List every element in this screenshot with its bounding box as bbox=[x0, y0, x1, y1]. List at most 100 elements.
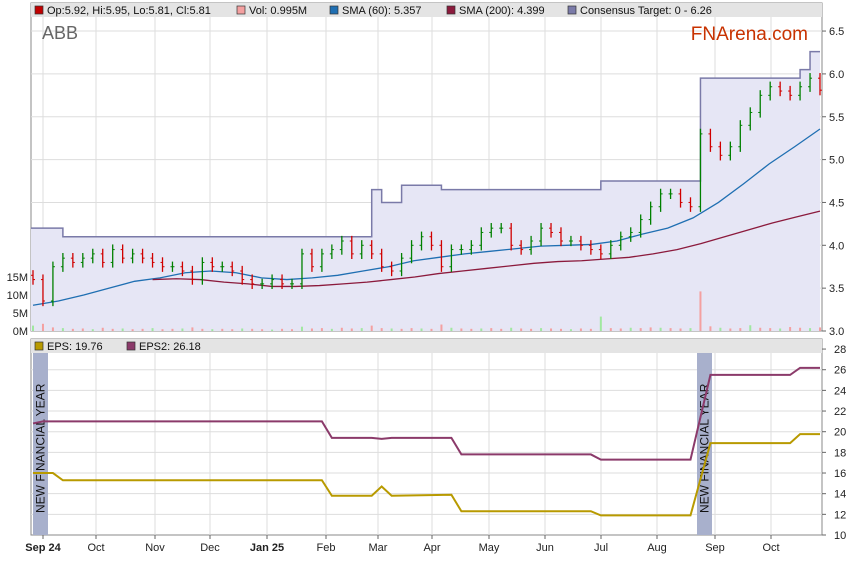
ohlc-bar bbox=[240, 265, 245, 285]
volume-bar bbox=[540, 328, 543, 331]
eps-axis-label: 18 bbox=[834, 447, 846, 459]
ohlc-bar bbox=[578, 235, 583, 251]
volume-bar bbox=[809, 328, 812, 331]
ohlc-bar bbox=[31, 270, 35, 285]
volume-bar bbox=[370, 325, 373, 331]
volume-axis-label: 10M bbox=[7, 290, 28, 302]
eps-axis-label: 28 bbox=[834, 344, 846, 356]
volume-bar bbox=[550, 328, 553, 331]
volume-bar bbox=[619, 328, 622, 331]
ohlc-bar bbox=[190, 265, 195, 285]
legend-swatch-eps2 bbox=[126, 341, 136, 351]
ohlc-bar bbox=[758, 90, 763, 118]
volume-bar bbox=[340, 327, 343, 331]
ohlc-bar bbox=[40, 274, 45, 307]
ohlc-bar bbox=[688, 197, 693, 212]
ohlc-bar bbox=[519, 240, 524, 255]
ohlc-bar bbox=[90, 248, 95, 264]
volume-bar bbox=[649, 327, 652, 331]
volume-bar bbox=[91, 329, 94, 331]
volume-bar bbox=[819, 327, 821, 331]
volume-bar bbox=[739, 328, 742, 331]
price-axis-label: 3.5 bbox=[829, 283, 844, 295]
legend-swatch-target bbox=[567, 5, 577, 15]
eps-axis-label: 20 bbox=[834, 427, 846, 439]
volume-bar bbox=[749, 325, 752, 331]
price-axis-label: 4.0 bbox=[829, 240, 844, 252]
volume-bar bbox=[569, 329, 572, 331]
ohlc-bar bbox=[708, 128, 713, 152]
ohlc-bar bbox=[160, 257, 165, 272]
volume-bar bbox=[32, 325, 34, 331]
volume-bar bbox=[470, 328, 473, 331]
volume-bar bbox=[779, 328, 782, 331]
x-axis-label: Dec bbox=[200, 542, 220, 554]
ohlc-bar bbox=[60, 253, 65, 272]
ohlc-bar bbox=[359, 240, 364, 260]
volume-bar bbox=[450, 327, 453, 331]
volume-bar bbox=[151, 328, 154, 331]
ohlc-bar bbox=[449, 244, 454, 272]
volume-bar bbox=[221, 328, 224, 331]
legend-swatch-eps bbox=[34, 341, 44, 351]
price-axis-label: 4.5 bbox=[829, 197, 844, 209]
volume-bar bbox=[559, 328, 562, 331]
new-financial-year-band bbox=[697, 353, 712, 535]
ohlc-bar bbox=[588, 240, 593, 255]
volume-bar bbox=[360, 328, 363, 331]
volume-bar bbox=[729, 328, 732, 331]
ohlc-bar bbox=[280, 274, 285, 290]
volume-bar bbox=[291, 329, 294, 331]
ohlc-bar bbox=[110, 244, 115, 268]
volume-bar bbox=[101, 327, 104, 331]
volume-bar bbox=[799, 327, 802, 331]
ohlc-bar bbox=[798, 81, 803, 101]
volume-bar bbox=[759, 327, 762, 331]
ohlc-bar bbox=[618, 231, 623, 251]
legend-eps2: EPS2: 26.18 bbox=[139, 341, 201, 353]
ohlc-bar bbox=[509, 223, 514, 251]
ohlc-bar bbox=[409, 240, 414, 264]
ohlc-bar bbox=[748, 107, 753, 131]
ohlc-bar bbox=[648, 201, 653, 225]
price-axis-label: 6.5 bbox=[829, 26, 844, 38]
volume-bar bbox=[589, 328, 592, 331]
volume-bar bbox=[231, 329, 234, 331]
volume-bar bbox=[131, 329, 134, 331]
x-axis-label: Oct bbox=[87, 542, 104, 554]
volume-bar bbox=[639, 328, 642, 331]
volume-bar bbox=[211, 329, 214, 331]
ohlc-bar bbox=[120, 244, 125, 264]
eps-axis-label: 24 bbox=[834, 385, 846, 397]
ohlc-bar bbox=[200, 257, 205, 285]
volume-bar bbox=[171, 328, 174, 331]
ohlc-bar bbox=[788, 85, 793, 101]
ohlc-bar bbox=[399, 253, 404, 277]
ohlc-bar bbox=[210, 257, 215, 272]
ohlc-bar bbox=[429, 231, 434, 251]
volume-bar bbox=[709, 326, 712, 331]
volume-bar bbox=[81, 328, 84, 331]
volume-bar bbox=[769, 328, 772, 331]
ohlc-bar bbox=[678, 188, 683, 208]
volume-bar bbox=[490, 328, 493, 331]
ohlc-bar bbox=[299, 248, 304, 290]
volume-bar bbox=[310, 328, 313, 331]
ohlc-bar bbox=[499, 223, 504, 234]
volume-bar bbox=[669, 328, 672, 331]
ohlc-bar bbox=[140, 248, 145, 264]
ohlc-bar bbox=[319, 248, 324, 272]
ohlc-bar bbox=[698, 128, 703, 212]
volume-bar bbox=[121, 328, 124, 331]
x-axis-label: May bbox=[479, 542, 500, 554]
ohlc-bar bbox=[558, 227, 563, 247]
volume-bar bbox=[161, 329, 164, 331]
ohlc-bar bbox=[668, 188, 673, 200]
eps2-line bbox=[32, 366, 820, 461]
volume-bar bbox=[530, 328, 533, 331]
volume-axis-label: 0M bbox=[13, 326, 28, 338]
volume-bar bbox=[579, 328, 582, 331]
volume-bar bbox=[281, 328, 284, 331]
watermark-logo: FNArena.com bbox=[691, 24, 808, 45]
ohlc-bar bbox=[369, 240, 374, 260]
